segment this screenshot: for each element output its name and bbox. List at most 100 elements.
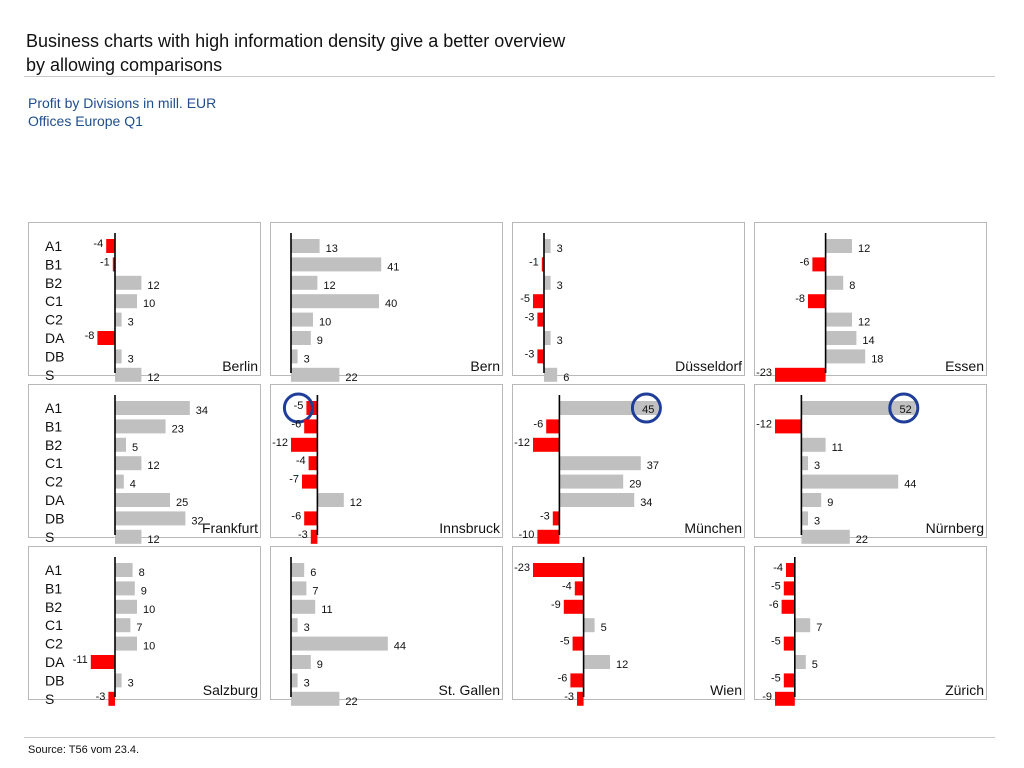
value-label-bern-da: 9 — [317, 335, 323, 347]
bar-salzburg-c2 — [115, 636, 137, 651]
bar-nurnberg-b1 — [775, 419, 802, 434]
chart-bern: 13 41 12 40 10 93 22 Bern — [290, 233, 500, 384]
value-label-berlin-db: 3 — [128, 353, 134, 365]
value-label-nurnberg-db: 3 — [814, 515, 820, 527]
category-label-da: DA — [45, 492, 65, 508]
value-label-munchen-c1: 37 — [647, 460, 659, 472]
bar-frankfurt-s — [115, 529, 142, 544]
value-label-essen-a1: 12 — [858, 243, 870, 255]
bar-munchen-c2 — [559, 474, 624, 489]
bar-st-gallen-b1 — [291, 581, 307, 596]
value-label-innsbruck-da: 12 — [350, 497, 362, 509]
bar-st-gallen-c1 — [291, 618, 298, 633]
value-label-innsbruck-a1: -5 — [294, 400, 304, 412]
bar-nurnberg-da — [801, 493, 822, 507]
value-label-essen-b1: -6 — [800, 256, 810, 268]
bar-berlin-da — [97, 331, 115, 345]
value-label-salzburg-b2: 10 — [143, 604, 155, 616]
bar-munchen-c1 — [559, 456, 641, 471]
office-label-zurich: Zürich — [945, 682, 984, 698]
office-label-berlin: Berlin — [222, 358, 258, 374]
value-label-frankfurt-b2: 5 — [132, 442, 138, 454]
value-label-nurnberg-c2: 44 — [904, 479, 916, 491]
category-label-b1: B1 — [45, 256, 62, 272]
bar-munchen-db — [552, 511, 560, 526]
bar-berlin-c1 — [115, 294, 137, 309]
bar-innsbruck-b1 — [304, 419, 318, 434]
subtitle-line-2: Offices Europe Q1 — [28, 113, 143, 129]
value-label-berlin-a1: -4 — [93, 238, 103, 250]
top-divider — [24, 76, 995, 77]
value-label-frankfurt-a1: 34 — [196, 405, 208, 417]
subtitle-line-1: Profit by Divisions in mill. EUR — [28, 95, 217, 111]
bar-salzburg-b2 — [115, 599, 137, 614]
bar-berlin-b1 — [112, 257, 115, 272]
chart-essen: 12 -6 8 -8 12 14 18 -23 Essen — [756, 233, 984, 382]
value-label-wien-b1: -4 — [562, 580, 572, 592]
office-label-dusseldorf: Düsseldorf — [675, 358, 742, 374]
bar-munchen-da — [559, 493, 635, 507]
bar-essen-c1 — [808, 294, 826, 309]
value-label-wien-a1: -23 — [514, 562, 530, 574]
office-label-munchen: München — [684, 520, 742, 536]
value-label-dusseldorf-b2: 3 — [557, 280, 563, 292]
value-label-salzburg-s: -3 — [96, 691, 106, 703]
value-label-berlin-c1: 10 — [143, 298, 155, 310]
category-label-c2: C2 — [45, 474, 63, 490]
category-label-a1: A1 — [45, 562, 62, 578]
value-label-wien-b2: -9 — [551, 599, 561, 611]
value-label-st-gallen-db: 3 — [304, 677, 310, 689]
value-label-innsbruck-c1: -4 — [296, 455, 306, 467]
value-label-dusseldorf-s: 6 — [563, 372, 569, 384]
bar-essen-b2 — [825, 275, 844, 290]
bar-frankfurt-db — [115, 511, 186, 526]
bar-zurich-c1 — [794, 618, 811, 633]
value-label-essen-db: 18 — [871, 353, 883, 365]
bar-zurich-db — [783, 673, 795, 688]
category-label-s: S — [45, 529, 54, 545]
bar-frankfurt-da — [115, 493, 170, 507]
value-label-st-gallen-b1: 7 — [312, 585, 318, 597]
value-label-salzburg-db: 3 — [128, 677, 134, 689]
value-label-essen-da: 14 — [862, 335, 874, 347]
bar-nurnberg-c1 — [801, 456, 808, 471]
value-label-wien-c1: 5 — [601, 622, 607, 634]
bar-dusseldorf-da — [544, 331, 551, 345]
value-label-zurich-db: -5 — [771, 672, 781, 684]
panel-st-gallen: 6 7 11 3 44 9 3 22 St. Gallen — [270, 546, 503, 708]
value-label-st-gallen-s: 22 — [345, 696, 357, 708]
bar-salzburg-b1 — [115, 581, 135, 596]
bar-berlin-s — [115, 367, 142, 382]
value-label-munchen-da: 34 — [640, 497, 652, 509]
bar-dusseldorf-c2 — [537, 312, 544, 327]
office-label-nurnberg: Nürnberg — [926, 520, 984, 536]
bar-innsbruck-db — [304, 511, 318, 526]
bar-nurnberg-a1 — [801, 401, 916, 415]
bar-essen-c2 — [825, 312, 852, 327]
category-label-db: DB — [45, 672, 64, 688]
bar-salzburg-s — [108, 691, 115, 706]
value-label-nurnberg-a1: 52 — [900, 404, 912, 416]
panel-berlin: A1 B1 B2 C1 C2 DA DB S -4 -1 12 10 3 -8 3 12 Berlin — [28, 222, 261, 384]
category-label-a1: A1 — [45, 238, 62, 254]
bar-wien-a1 — [533, 563, 584, 577]
value-label-st-gallen-c1: 3 — [304, 622, 310, 634]
bar-zurich-a1 — [786, 563, 795, 577]
value-label-salzburg-a1: 8 — [139, 567, 145, 579]
panel-innsbruck: -5 -6 -12 -4 -7 12 -6 -3 Innsbruck — [270, 384, 503, 544]
value-label-st-gallen-c2: 44 — [394, 641, 406, 653]
bar-zurich-s — [775, 691, 795, 706]
value-label-bern-c1: 40 — [385, 298, 397, 310]
category-label-b2: B2 — [45, 275, 62, 291]
value-label-dusseldorf-c1: -5 — [520, 293, 530, 305]
bar-berlin-c2 — [115, 312, 122, 327]
headline-line-2: by allowing comparisons — [26, 55, 223, 75]
value-label-munchen-db: -3 — [540, 510, 550, 522]
bar-salzburg-da — [90, 655, 115, 669]
bar-st-gallen-s — [291, 691, 340, 706]
bar-essen-db — [825, 349, 866, 364]
source-note: Source: T56 vom 23.4. — [28, 744, 140, 756]
